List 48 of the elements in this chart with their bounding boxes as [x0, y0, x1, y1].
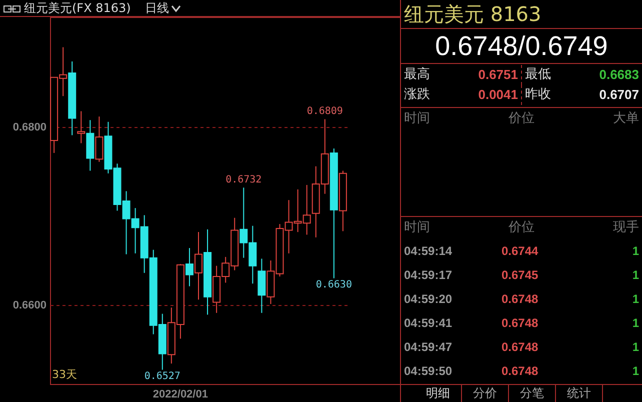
text: 04:59:17 — [404, 267, 454, 284]
text: 最低 — [525, 66, 551, 84]
y-tick-label: 0.6800 — [12, 122, 46, 134]
chart-title: 纽元美元(FX 8163) — [24, 1, 131, 15]
text: 1 — [631, 267, 639, 284]
text: 1 — [631, 315, 639, 332]
text: 价位 — [508, 219, 534, 237]
text: 分笔 — [509, 385, 556, 402]
text: 0.6683 — [599, 66, 639, 84]
text: 0.6748/0.6749 — [401, 29, 642, 64]
text: 1 — [631, 243, 639, 260]
text: 现手 — [613, 219, 639, 237]
text: 价位 — [508, 110, 534, 128]
text: 时间 — [404, 219, 430, 237]
text: 时间 — [404, 110, 430, 128]
y-tick-label: 0.6600 — [12, 299, 46, 312]
text: 统计 — [556, 385, 603, 402]
annotation: 0.6630 — [316, 279, 352, 290]
text: 大单 — [613, 110, 639, 128]
text: 分价 — [462, 385, 509, 402]
text: 昨收 — [525, 86, 551, 104]
annotation: 33天 — [52, 368, 77, 381]
annotation: 0.6732 — [226, 174, 262, 186]
annotation: 0.6527 — [144, 370, 180, 382]
text: 1 — [631, 339, 639, 356]
text: 04:59:50 — [404, 363, 454, 380]
text: 1 — [631, 363, 639, 380]
x-tick-label: 2022/02/01 — [152, 388, 208, 400]
text: 0.6748 — [502, 363, 540, 380]
text: 纽元美元 8163 — [401, 0, 642, 29]
text: 0.6748 — [502, 291, 540, 308]
text: 1 — [631, 291, 639, 308]
text: 明细 — [415, 385, 462, 402]
text: 0.6707 — [599, 86, 639, 104]
annotation: 0.6809 — [306, 106, 343, 118]
text: 0.6748 — [502, 315, 540, 332]
chart-subtitle: 日线 — [144, 1, 169, 15]
text: 0.6748 — [502, 339, 540, 356]
text: 04:59:47 — [404, 339, 454, 356]
text: 涨跌 — [404, 86, 430, 104]
text: 最高 — [404, 66, 430, 84]
text: 0.6744 — [502, 243, 540, 260]
text: 04:59:41 — [404, 315, 454, 332]
text: 04:59:14 — [404, 243, 454, 260]
text: 0.6745 — [502, 267, 540, 284]
text: 0.0041 — [478, 86, 518, 104]
text: 04:59:20 — [404, 291, 454, 308]
text: 0.6751 — [478, 66, 518, 84]
